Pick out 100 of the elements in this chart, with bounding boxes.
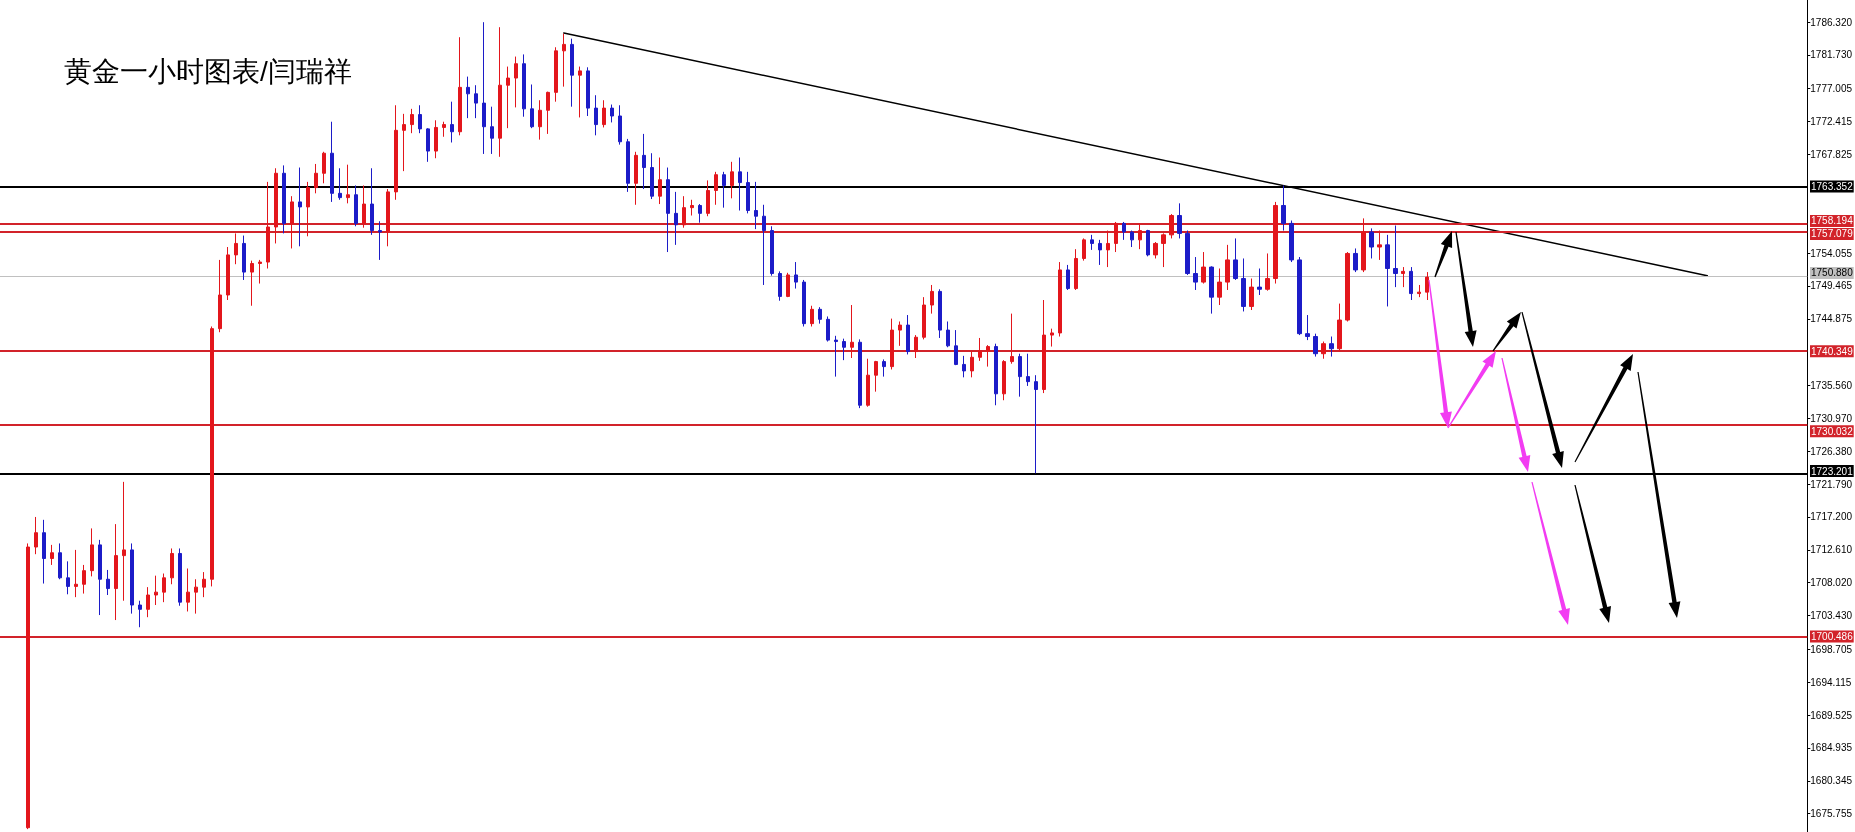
candlestick (1169, 213, 1174, 239)
candlestick (418, 104, 422, 134)
candlestick (74, 549, 78, 598)
candlestick (1018, 353, 1022, 398)
candlestick (730, 161, 734, 199)
candlestick (690, 199, 694, 217)
y-tick-label: 1708.020 (1810, 577, 1853, 589)
candlestick (50, 544, 54, 566)
y-tick-label: 1712.610 (1810, 544, 1853, 556)
candlestick (802, 279, 806, 327)
ref-line-label: 1700.486 (1811, 630, 1854, 642)
candlestick (914, 334, 918, 359)
candlestick (706, 179, 710, 217)
candlestick (906, 314, 910, 355)
candlestick (1281, 184, 1286, 232)
candlestick (346, 164, 350, 204)
candlestick (1257, 268, 1262, 296)
candlestick (1217, 268, 1222, 306)
candlestick (1185, 230, 1190, 276)
candlestick (1010, 313, 1014, 365)
candlestick (922, 296, 926, 340)
candlestick (1177, 202, 1182, 239)
candlestick (1153, 241, 1158, 259)
y-tick-label: 1772.415 (1810, 116, 1853, 128)
candlestick (1409, 266, 1413, 301)
candlestick (650, 152, 654, 200)
candlestick (1361, 217, 1366, 273)
candlestick (194, 578, 198, 615)
candlestick (946, 320, 950, 348)
y-tick-label: 1777.005 (1810, 83, 1853, 95)
candlestick (522, 53, 526, 118)
candlestick (666, 167, 670, 253)
candlestick (978, 337, 982, 362)
candlestick (1042, 299, 1046, 394)
candlestick (490, 106, 494, 155)
candlestick (466, 76, 470, 119)
candlestick (90, 527, 94, 577)
candlestick (506, 66, 510, 129)
candlestick (122, 481, 126, 602)
candlestick (1329, 336, 1334, 358)
candlestick (1337, 303, 1342, 353)
candlestick (458, 36, 462, 136)
candlestick (842, 338, 846, 361)
candlestick (1209, 265, 1214, 315)
y-tick-label: 1694.115 (1810, 676, 1852, 688)
candlestick (1058, 261, 1062, 338)
candlestick (98, 539, 102, 616)
candlestick (202, 571, 206, 598)
candlestick (130, 542, 134, 615)
candlestick (810, 305, 814, 327)
candlestick (610, 104, 614, 123)
y-tick-label: 1717.200 (1810, 511, 1853, 523)
candlestick (738, 157, 742, 212)
candlestick (1417, 284, 1421, 298)
candlestick (186, 568, 190, 612)
candlestick (986, 344, 990, 368)
candlestick (1289, 220, 1294, 263)
candlestick (930, 284, 934, 315)
candlestick (1377, 230, 1382, 261)
candlestick (634, 151, 638, 206)
y-tick-label: 1680.345 (1810, 775, 1853, 787)
ref-line-label: 1763.352 (1811, 181, 1854, 193)
candlestick (338, 167, 342, 201)
candlestick (1305, 314, 1310, 341)
candlestick (1161, 232, 1166, 268)
candlestick (386, 188, 390, 247)
candlestick (138, 600, 142, 628)
candlestick (170, 547, 174, 585)
candlestick (786, 272, 790, 298)
candlestick (482, 21, 486, 155)
y-tick-label: 1698.705 (1810, 643, 1853, 655)
ref-line-label: 1750.880 (1811, 267, 1854, 279)
candlestick (1146, 229, 1150, 257)
candlestick (778, 270, 782, 302)
y-tick-label: 1749.465 (1810, 280, 1853, 292)
candlestick (970, 351, 974, 378)
candlestick (1114, 221, 1118, 253)
candlestick (1233, 237, 1238, 281)
y-tick-label: 1721.790 (1810, 478, 1853, 490)
y-tick-label: 1786.320 (1810, 16, 1853, 28)
candlestick (34, 516, 38, 555)
candlestick (1265, 252, 1270, 292)
candlestick (1090, 234, 1094, 251)
candlestick (770, 225, 774, 277)
candlestick (866, 358, 870, 408)
candlestick (602, 99, 606, 128)
candlestick (546, 91, 550, 135)
candlestick (218, 259, 222, 333)
candlestick (562, 33, 566, 88)
candlestick (698, 203, 702, 224)
candlestick (210, 326, 214, 587)
candlestick (274, 167, 278, 244)
candlestick (1273, 201, 1278, 285)
candlestick (874, 360, 878, 393)
candlestick (994, 343, 998, 406)
candlestick (378, 220, 382, 261)
candlestick (162, 573, 166, 603)
candlestick (354, 184, 358, 227)
candlestick (538, 99, 542, 141)
candlestick (578, 66, 582, 118)
